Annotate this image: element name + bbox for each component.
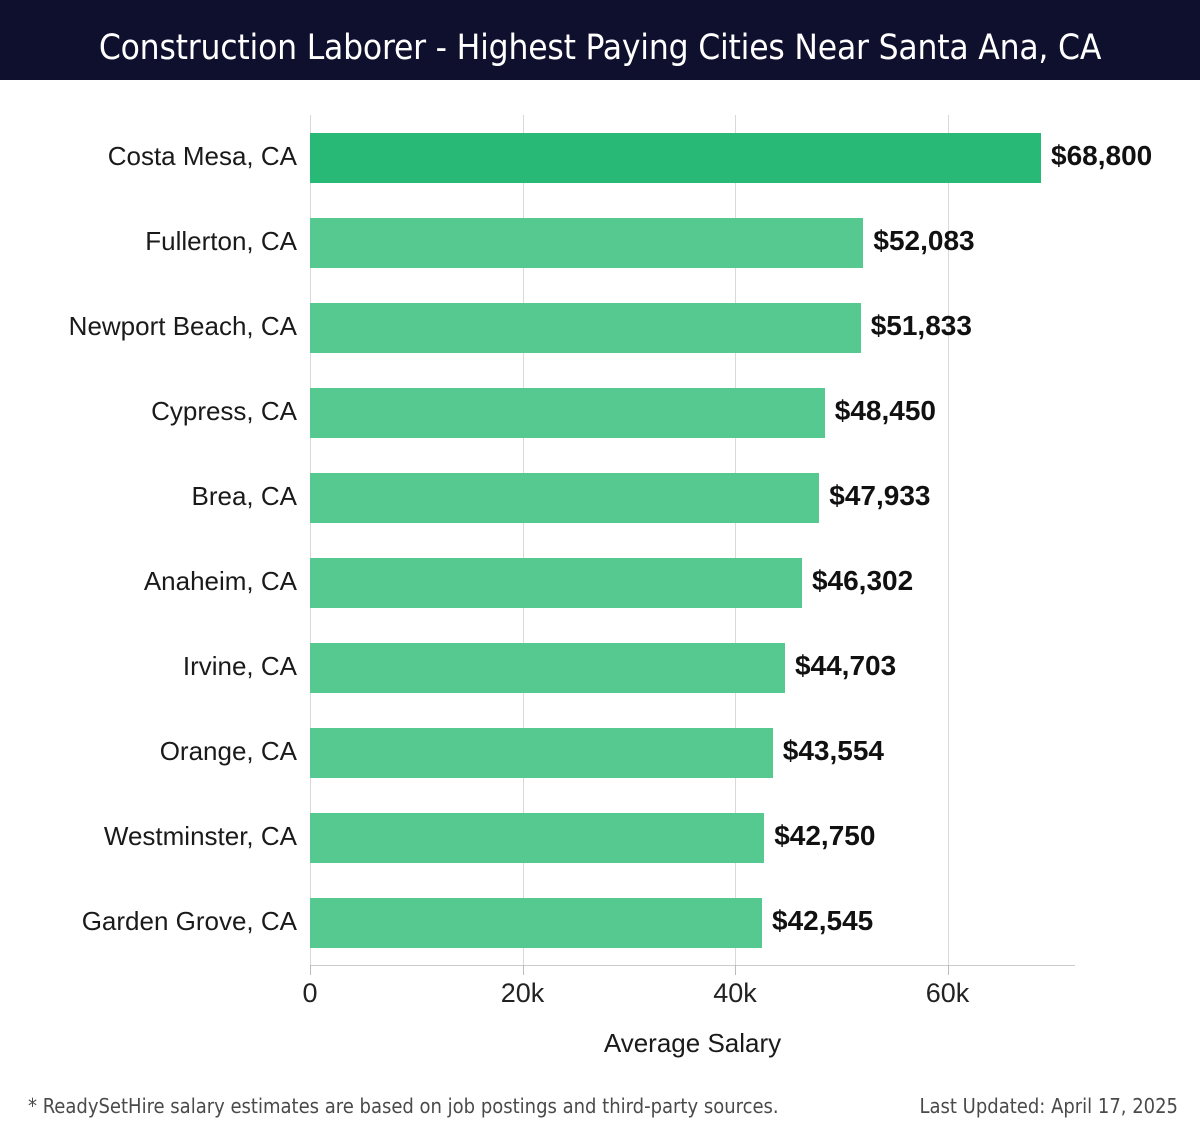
x-axis-tick-mark <box>947 965 949 975</box>
bar-chart: 0 20k 40k 60k Costa Mesa, CA $68,800 Fullerto… <box>0 80 1200 1140</box>
category-label: Brea, CA <box>191 480 298 511</box>
bar[interactable] <box>310 897 763 948</box>
x-axis-tick-mark <box>522 965 524 975</box>
value-label: $48,450 <box>834 394 936 426</box>
category-label: Garden Grove, CA <box>81 905 297 936</box>
x-axis-tick-label: 20k <box>500 978 545 1008</box>
bar[interactable] <box>310 812 765 863</box>
value-label: $47,933 <box>829 479 931 511</box>
value-label: $43,554 <box>782 734 884 766</box>
value-label: $46,302 <box>811 564 914 596</box>
bar[interactable] <box>310 727 773 778</box>
value-label: $51,833 <box>870 309 972 341</box>
bar[interactable] <box>310 217 864 268</box>
bar[interactable] <box>310 472 820 523</box>
gridline <box>310 115 311 965</box>
x-axis-tick-label: 0 <box>302 978 318 1008</box>
category-label: Westminster, CA <box>103 820 297 851</box>
footer-disclaimer: * ReadySetHire salary estimates are base… <box>28 1094 779 1118</box>
category-label: Newport Beach, CA <box>68 310 297 341</box>
category-label: Irvine, CA <box>182 650 297 681</box>
category-label: Cypress, CA <box>151 395 297 426</box>
category-label: Fullerton, CA <box>145 225 297 256</box>
category-label: Orange, CA <box>159 735 297 766</box>
bar[interactable] <box>310 557 802 608</box>
bar[interactable] <box>310 132 1041 183</box>
gridline <box>947 115 949 965</box>
bar[interactable] <box>310 302 861 353</box>
x-axis-line <box>310 965 1075 966</box>
value-label: $44,703 <box>794 649 897 681</box>
category-label: Costa Mesa, CA <box>107 140 297 171</box>
x-axis-tick-label: 60k <box>925 978 970 1008</box>
x-axis-tick-label: 40k <box>713 978 757 1008</box>
category-label: Anaheim, CA <box>143 565 297 596</box>
title-bar: Construction Laborer - Highest Paying Ci… <box>0 0 1200 80</box>
x-axis-tick-mark <box>310 965 311 975</box>
gridline <box>522 115 524 965</box>
value-label: $42,750 <box>774 819 876 851</box>
page-title: Construction Laborer - Highest Paying Ci… <box>98 28 1102 68</box>
bar[interactable] <box>310 387 825 438</box>
footer-last-updated: Last Updated: April 17, 2025 <box>919 1094 1179 1118</box>
value-label: $52,083 <box>873 224 975 256</box>
bar[interactable] <box>310 642 785 693</box>
gridline <box>735 115 736 965</box>
x-axis-tick-mark <box>735 965 736 975</box>
value-label: $42,545 <box>772 904 874 936</box>
value-label: $68,800 <box>1051 139 1153 171</box>
x-axis-label: Average Salary <box>603 1028 782 1058</box>
